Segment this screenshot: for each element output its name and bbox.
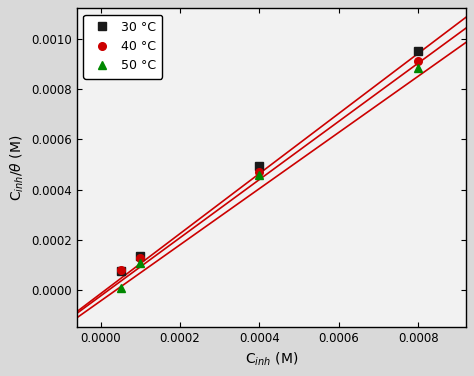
50 °C [118, 285, 123, 290]
30 °C [256, 164, 262, 168]
Legend: 30 °C, 40 °C, 50 °C: 30 °C, 40 °C, 50 °C [83, 15, 162, 79]
40 °C [256, 170, 262, 174]
Y-axis label: C$_{inh}$/$\theta$ (M): C$_{inh}$/$\theta$ (M) [9, 134, 26, 201]
X-axis label: C$_{inh}$ (M): C$_{inh}$ (M) [245, 350, 298, 368]
50 °C [137, 261, 143, 265]
50 °C [415, 65, 421, 70]
Line: 40 °C: 40 °C [117, 58, 422, 274]
Line: 50 °C: 50 °C [117, 64, 422, 292]
40 °C [137, 255, 143, 260]
40 °C [415, 59, 421, 64]
40 °C [118, 268, 123, 273]
30 °C [415, 49, 421, 53]
30 °C [118, 269, 123, 274]
Line: 30 °C: 30 °C [117, 47, 422, 275]
50 °C [256, 172, 262, 177]
30 °C [137, 254, 143, 259]
